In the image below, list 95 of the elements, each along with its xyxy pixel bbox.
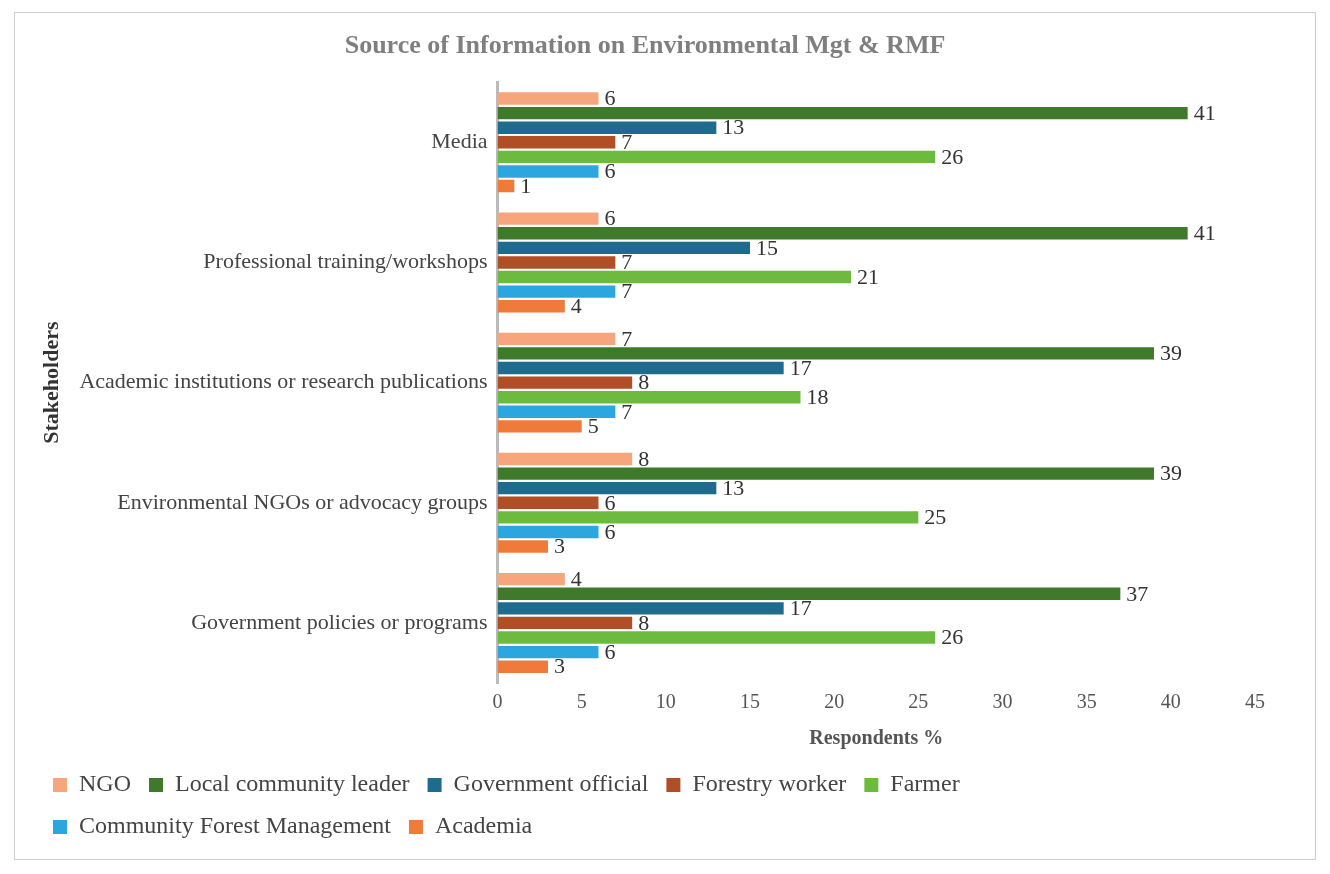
legend-label: Community Forest Management <box>79 812 392 839</box>
data-label: 13 <box>722 474 745 500</box>
x-tick-label: 10 <box>655 690 676 713</box>
x-tick-label: 40 <box>1160 690 1181 713</box>
bar <box>497 332 616 346</box>
data-label: 4 <box>570 565 582 591</box>
bar <box>497 452 633 466</box>
legend-label: Local community leader <box>175 770 410 797</box>
bar <box>497 511 919 524</box>
bar <box>497 165 599 178</box>
y-tick-label: Government policies or programs <box>191 608 488 634</box>
bar <box>497 300 565 313</box>
bar <box>497 481 717 495</box>
bar <box>497 376 633 389</box>
bar <box>497 602 784 615</box>
data-label: 6 <box>604 518 616 544</box>
data-label: 37 <box>1126 580 1149 606</box>
legend-label: NGO <box>79 770 131 797</box>
bar <box>497 587 1121 600</box>
x-axis-title: Respondents % <box>809 726 944 750</box>
data-label: 8 <box>638 369 650 395</box>
bar <box>497 616 633 630</box>
legend-label: Academia <box>434 812 533 839</box>
data-label: 6 <box>604 85 616 111</box>
data-label: 6 <box>604 205 616 231</box>
bar <box>497 256 616 269</box>
data-label: 18 <box>806 383 829 409</box>
x-tick-label: 35 <box>1076 690 1097 713</box>
data-label: 7 <box>621 129 633 155</box>
legend-label: Forestry worker <box>692 770 847 797</box>
bar <box>497 179 515 193</box>
bar <box>497 496 599 509</box>
bar <box>497 136 616 149</box>
bar <box>497 106 1188 120</box>
bar <box>497 540 549 553</box>
x-tick-label: 45 <box>1245 690 1265 713</box>
x-tick-label: 30 <box>992 690 1013 713</box>
data-label: 21 <box>857 263 879 289</box>
legend-label: Farmer <box>890 770 960 797</box>
bar <box>497 92 599 105</box>
bar <box>497 212 599 225</box>
bar <box>497 227 1188 240</box>
data-label: 8 <box>638 609 650 635</box>
data-label: 41 <box>1193 99 1216 125</box>
data-label: 6 <box>604 638 616 664</box>
data-label: 3 <box>554 533 566 559</box>
bar <box>497 405 616 418</box>
data-label: 17 <box>789 595 812 621</box>
data-label: 4 <box>570 292 582 318</box>
data-label: 3 <box>554 653 566 679</box>
data-label: 1 <box>520 172 532 198</box>
data-label: 39 <box>1160 460 1182 486</box>
data-label: 13 <box>722 114 745 140</box>
bar <box>497 241 750 255</box>
data-label: 6 <box>604 158 616 184</box>
bar <box>497 525 599 539</box>
data-label: 7 <box>621 249 633 275</box>
data-label: 7 <box>621 398 633 424</box>
data-label: 25 <box>924 504 947 530</box>
bar <box>497 121 717 134</box>
data-label: 7 <box>621 278 633 304</box>
data-label: 17 <box>789 354 812 380</box>
bar <box>497 390 801 404</box>
x-tick-label: 0 <box>492 690 503 713</box>
data-label: 39 <box>1160 340 1182 366</box>
data-label: 7 <box>621 325 633 351</box>
x-tick-label: 25 <box>908 690 929 713</box>
data-label: 26 <box>941 143 964 169</box>
bar <box>497 660 549 673</box>
chart-title: Source of Information on Environmental Mgt & RMF <box>344 30 946 60</box>
y-tick-label: Academic institutions or research publications <box>79 368 488 394</box>
data-label: 5 <box>587 413 599 439</box>
x-tick-label: 15 <box>740 690 760 713</box>
data-label: 15 <box>756 234 778 260</box>
bar <box>497 467 1154 480</box>
data-label: 26 <box>941 624 964 650</box>
y-axis-title: Stakeholders <box>37 321 63 444</box>
bar <box>497 361 784 375</box>
bar <box>497 631 936 644</box>
y-tick-label: Professional training/workshops <box>203 248 488 274</box>
bar <box>497 150 936 164</box>
x-tick-label: 5 <box>576 690 587 713</box>
legend-label: Government official <box>453 770 649 797</box>
bar <box>497 572 565 586</box>
data-label: 6 <box>604 489 616 515</box>
y-tick-label: Media <box>431 128 488 154</box>
bar <box>497 645 599 659</box>
y-tick-label: Environmental NGOs or advocacy groups <box>117 488 488 514</box>
x-tick-label: 20 <box>824 690 845 713</box>
data-label: 8 <box>638 445 650 471</box>
data-label: 41 <box>1193 220 1216 246</box>
bar <box>497 347 1154 360</box>
bar <box>497 270 851 284</box>
bar <box>497 420 582 433</box>
bar <box>497 285 616 298</box>
